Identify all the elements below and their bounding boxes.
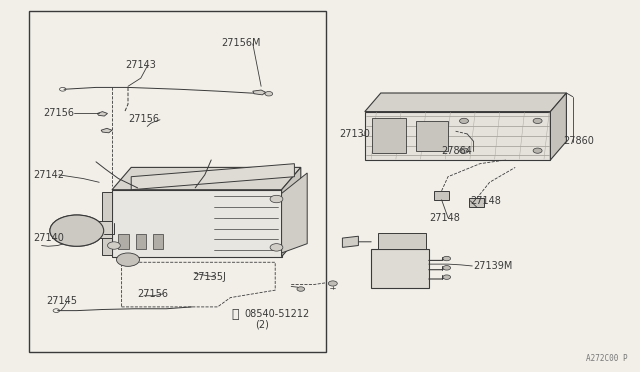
Polygon shape [365, 93, 566, 112]
Polygon shape [102, 192, 112, 255]
Polygon shape [371, 249, 429, 288]
Circle shape [460, 118, 468, 124]
Circle shape [533, 118, 542, 124]
Circle shape [443, 266, 451, 270]
Polygon shape [378, 232, 426, 249]
Polygon shape [131, 164, 294, 190]
Polygon shape [416, 121, 448, 151]
Circle shape [50, 215, 104, 246]
Polygon shape [365, 112, 550, 160]
Polygon shape [118, 234, 129, 249]
Text: 27142: 27142 [33, 170, 64, 180]
Polygon shape [153, 234, 163, 249]
Polygon shape [97, 112, 108, 116]
Circle shape [265, 92, 273, 96]
Text: 27156: 27156 [128, 114, 159, 124]
Polygon shape [282, 167, 301, 257]
Text: 27143: 27143 [125, 60, 156, 70]
Text: 27156M: 27156M [221, 38, 260, 48]
Text: Ⓢ: Ⓢ [232, 308, 239, 321]
Polygon shape [550, 93, 566, 160]
Text: 27156: 27156 [138, 289, 168, 299]
Polygon shape [434, 191, 449, 200]
Polygon shape [112, 190, 282, 257]
Text: 27145: 27145 [46, 296, 77, 306]
Text: (2): (2) [255, 320, 269, 330]
Circle shape [533, 148, 542, 153]
Circle shape [270, 244, 283, 251]
Circle shape [297, 287, 305, 291]
Text: 27864: 27864 [442, 146, 472, 155]
Circle shape [443, 256, 451, 261]
Circle shape [270, 195, 283, 203]
Text: 27156: 27156 [44, 109, 74, 118]
Text: 27148: 27148 [470, 196, 501, 206]
Text: 27130: 27130 [339, 129, 370, 139]
Text: 27135J: 27135J [192, 272, 226, 282]
Polygon shape [112, 167, 301, 190]
Text: A272C00 P: A272C00 P [586, 354, 627, 363]
Polygon shape [372, 118, 406, 153]
Text: 08540-51212: 08540-51212 [244, 310, 310, 319]
Text: 27139M: 27139M [474, 261, 513, 271]
Circle shape [443, 275, 451, 279]
Polygon shape [342, 236, 358, 247]
Circle shape [50, 215, 104, 246]
Circle shape [328, 281, 337, 286]
Circle shape [116, 253, 140, 266]
Text: 27860: 27860 [563, 137, 594, 146]
Polygon shape [469, 198, 484, 207]
Polygon shape [58, 221, 112, 238]
Text: 27148: 27148 [429, 213, 460, 222]
Polygon shape [136, 234, 146, 249]
Text: 27140: 27140 [33, 233, 64, 243]
Circle shape [108, 242, 120, 249]
Polygon shape [282, 173, 307, 253]
Circle shape [460, 148, 468, 153]
Polygon shape [253, 90, 266, 95]
Polygon shape [101, 128, 112, 133]
